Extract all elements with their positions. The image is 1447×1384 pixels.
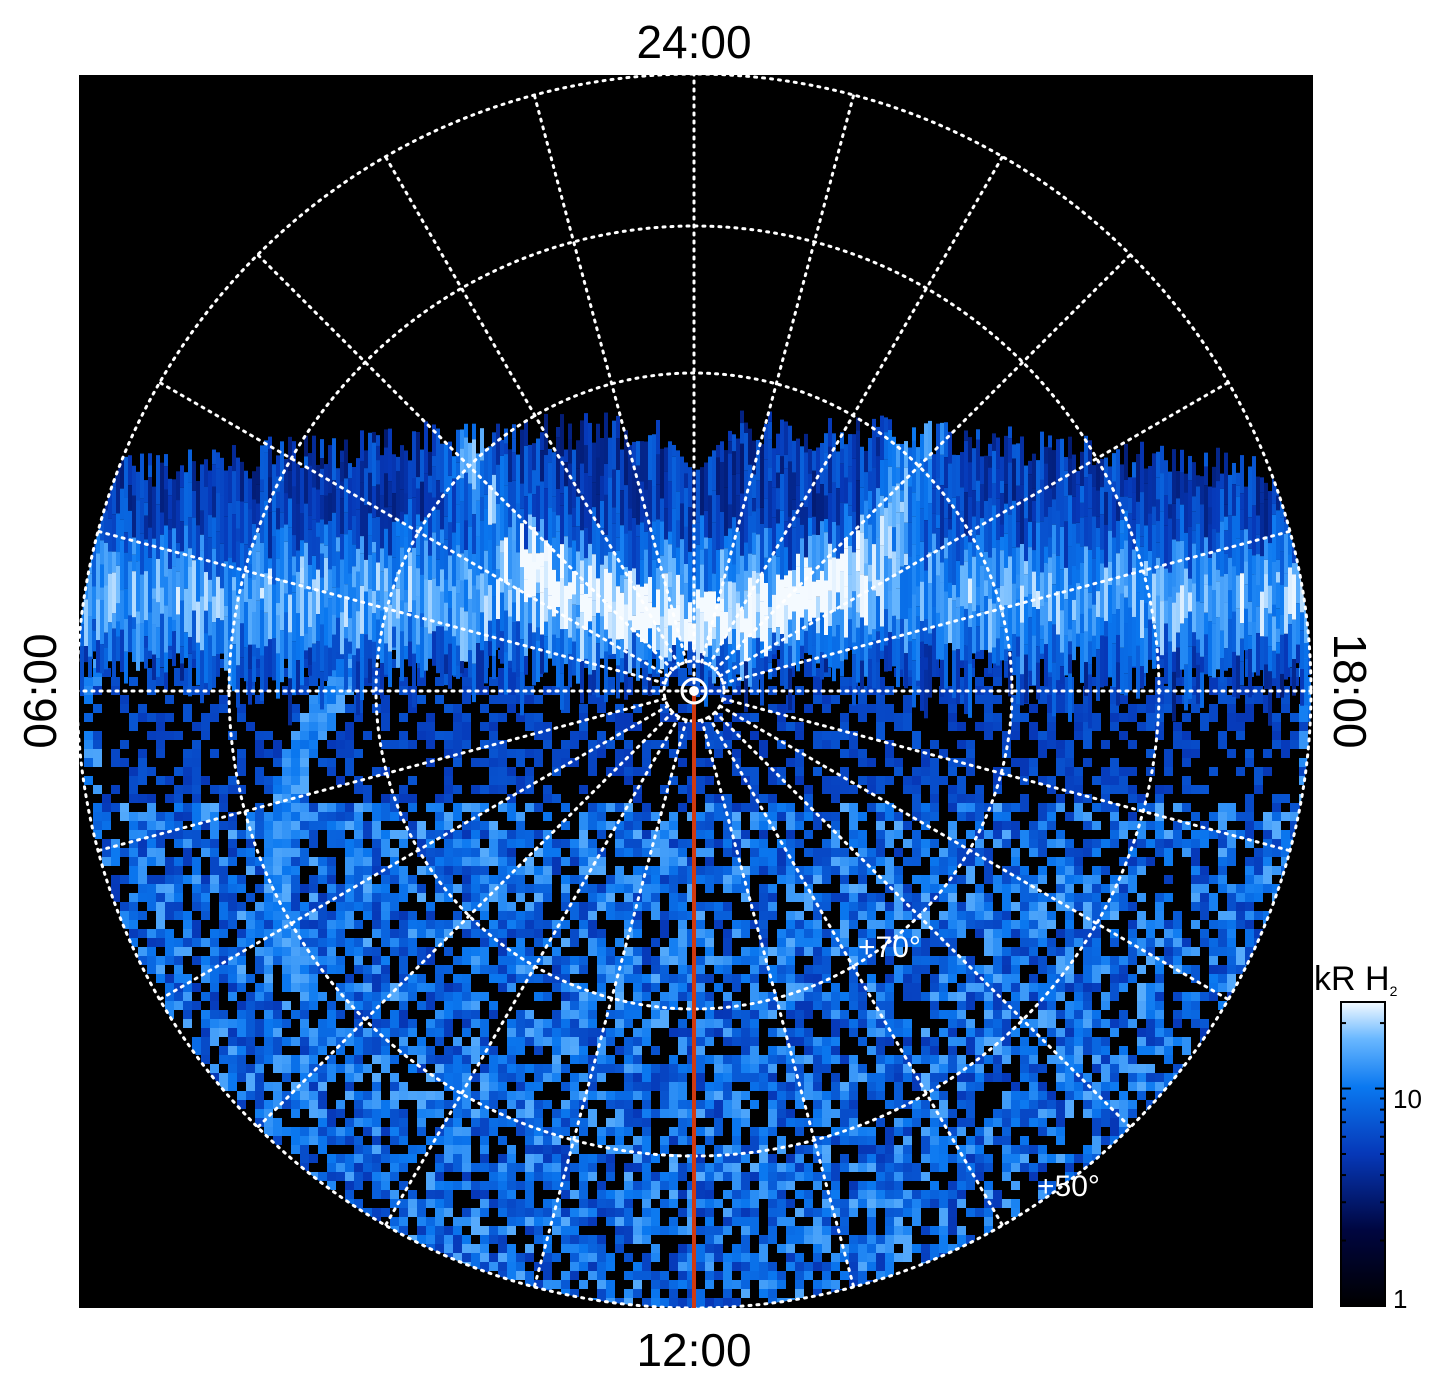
local-time-label-right: 18:00	[1324, 633, 1376, 748]
lat-lon-grid	[79, 75, 1313, 1308]
local-time-label-left: 06:00	[14, 633, 66, 748]
colorbar-tick-label-10: 10	[1393, 1084, 1422, 1114]
colorbar-gradient	[1340, 1001, 1386, 1307]
colorbar: kR H2 10 1	[1314, 960, 1422, 1314]
local-time-label-top: 24:00	[636, 16, 751, 68]
latitude-label-50: +50°	[1037, 1170, 1100, 1203]
colorbar-ticks	[1341, 1022, 1385, 1242]
local-time-label-bottom: 12:00	[636, 1324, 751, 1376]
colorbar-title: kR H2	[1314, 960, 1398, 999]
auroral-emission-image	[80, 410, 1311, 1308]
colorbar-tick-label-1: 1	[1393, 1284, 1407, 1314]
pole-marker	[680, 677, 708, 705]
latitude-label-70: +70°	[858, 931, 921, 964]
